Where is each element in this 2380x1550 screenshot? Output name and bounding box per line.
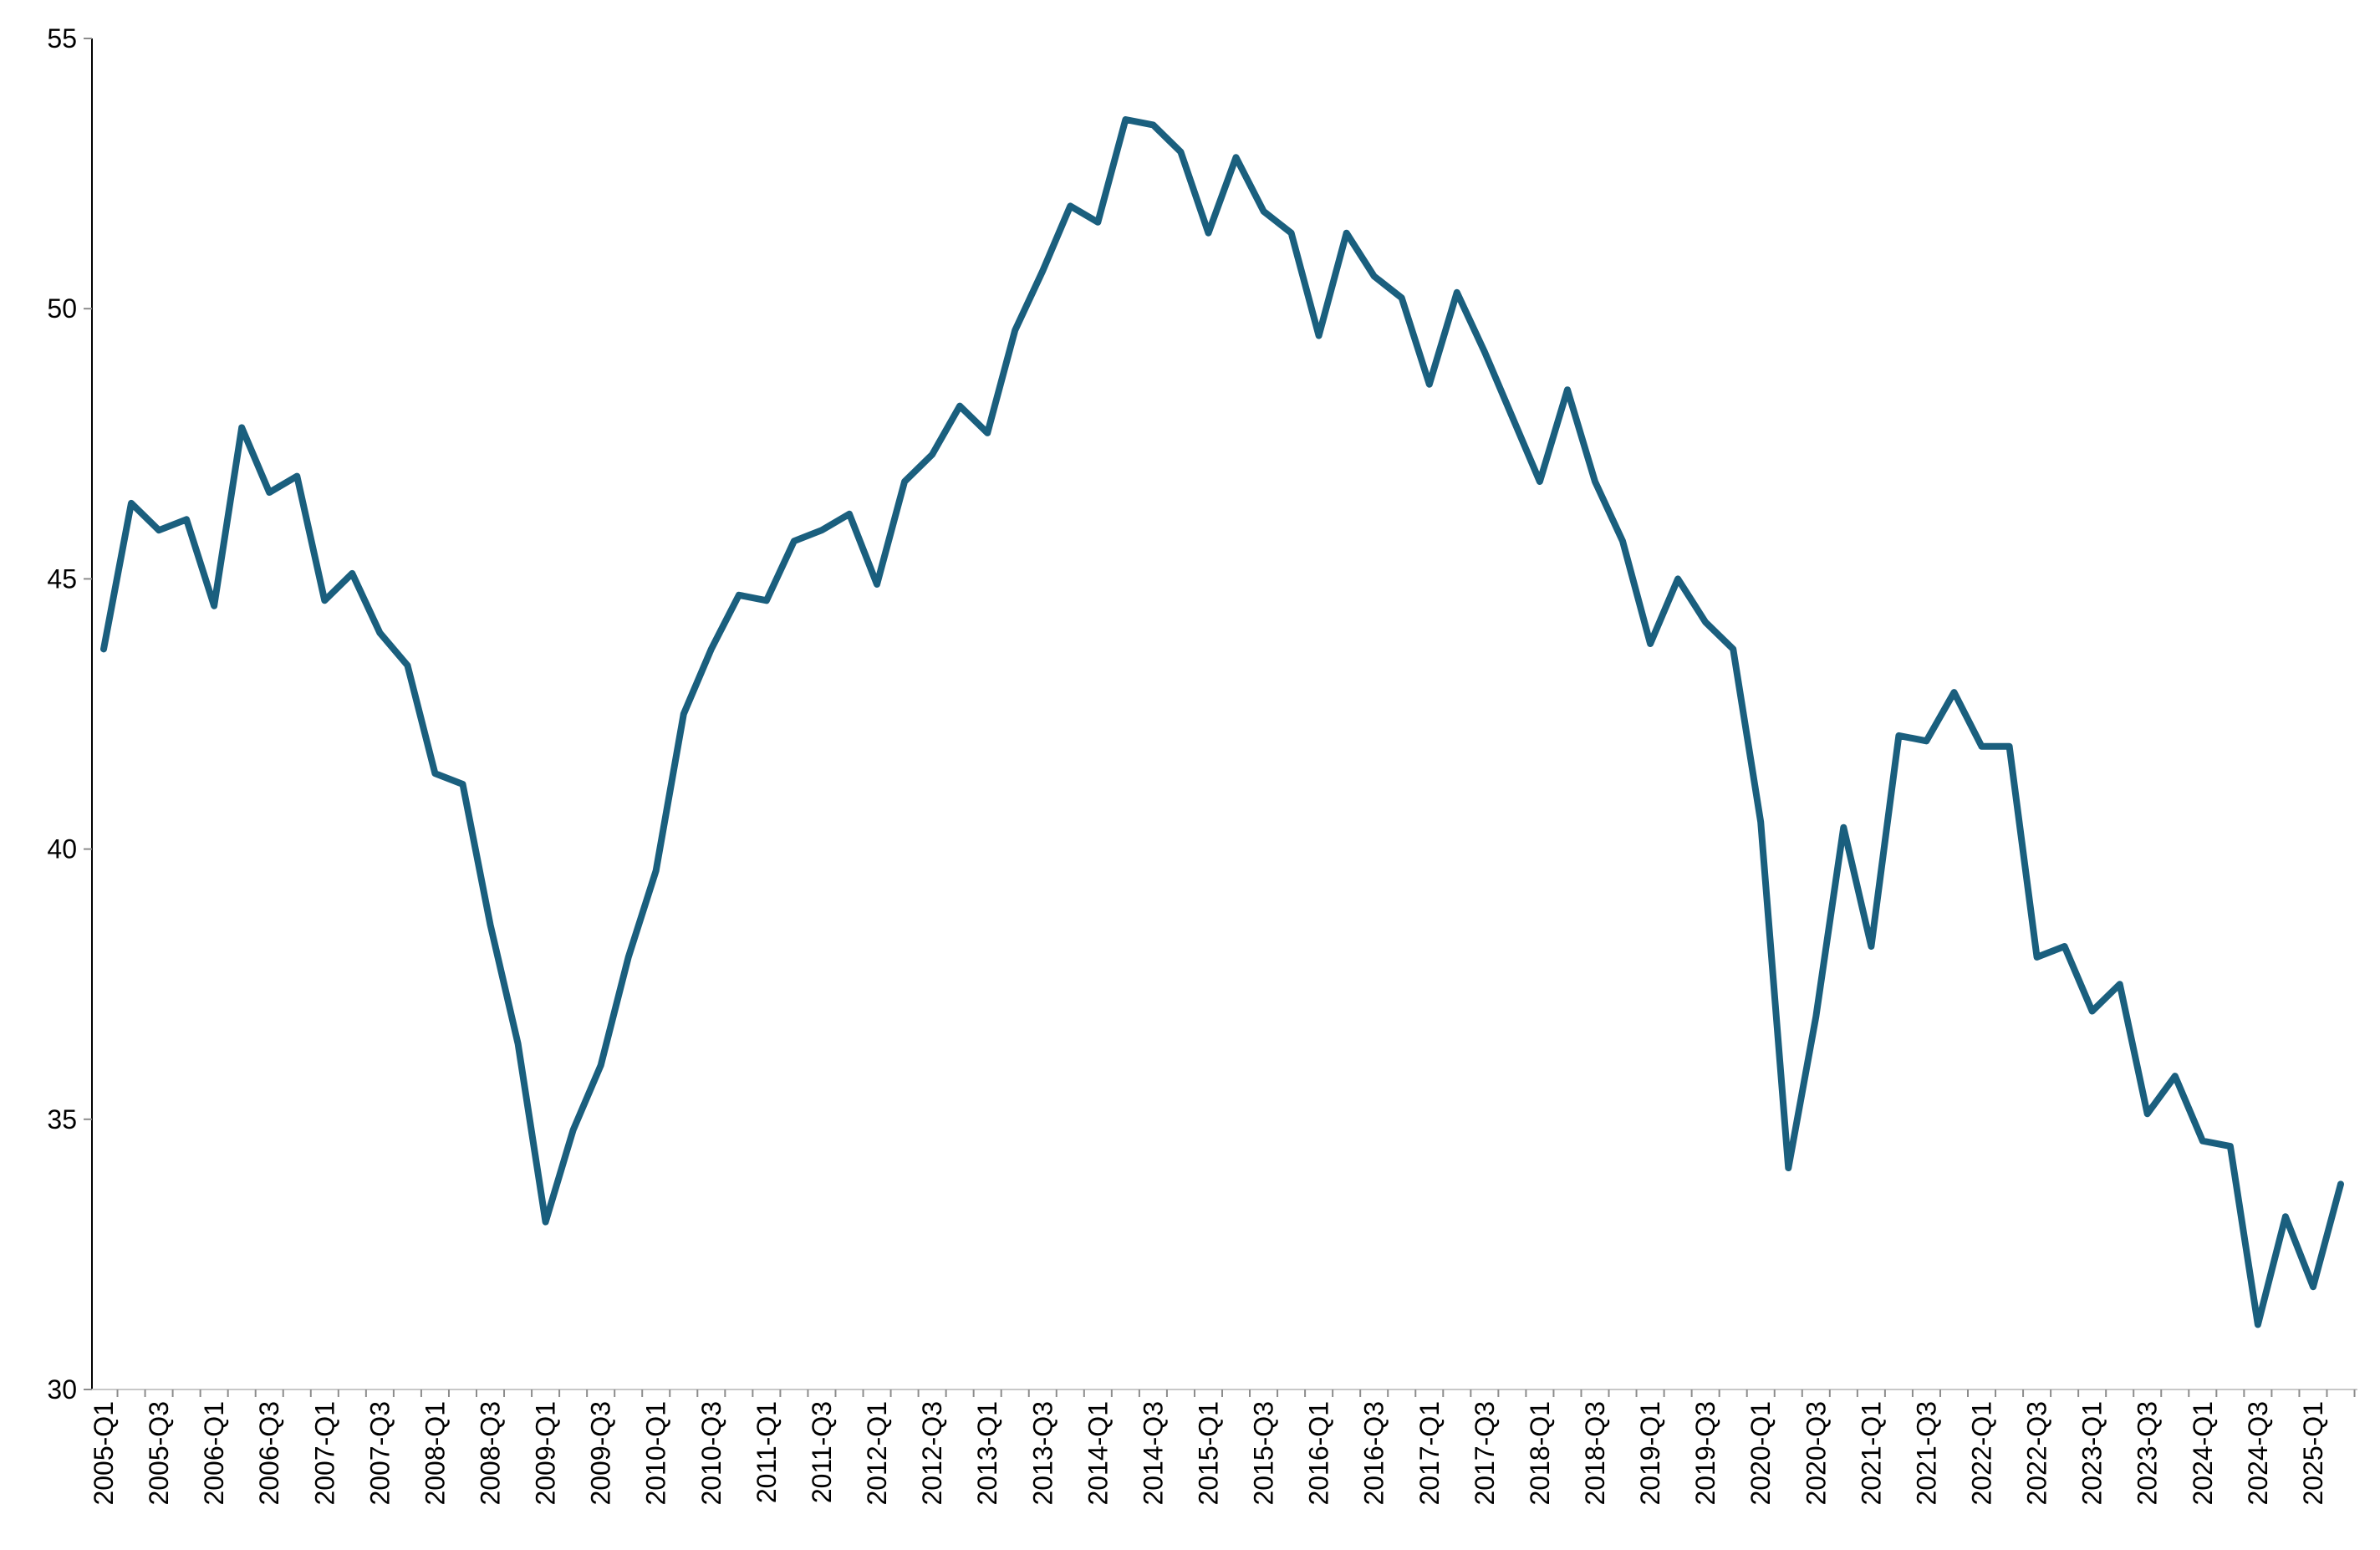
- series-layer: [100, 116, 2344, 1328]
- y-tick-label: 45: [47, 563, 77, 594]
- x-tick-label: 2019-Q3: [1690, 1401, 1720, 1506]
- x-tick-label: 2011-Q3: [807, 1401, 837, 1503]
- x-tick-label: 2008-Q1: [420, 1401, 450, 1506]
- x-tick-label: 2020-Q1: [1746, 1401, 1776, 1506]
- x-tick-label: 2013-Q3: [1027, 1401, 1057, 1506]
- x-tick-label: 2015-Q1: [1193, 1401, 1223, 1506]
- x-tick-label: 2018-Q3: [1580, 1401, 1610, 1506]
- y-axis: 30 35 40 45 50 55: [47, 23, 93, 1405]
- x-tick-label: 2014-Q3: [1138, 1401, 1168, 1506]
- x-tick-label: 2016-Q3: [1359, 1401, 1389, 1506]
- x-tick-label: 2007-Q3: [364, 1401, 395, 1506]
- x-tick-label: 2018-Q1: [1525, 1401, 1555, 1506]
- x-tick-label: 2019-Q1: [1635, 1401, 1665, 1506]
- x-tick-label: 2005-Q1: [89, 1401, 119, 1506]
- y-tick-label: 35: [47, 1104, 77, 1134]
- x-tick-label: 2014-Q1: [1083, 1401, 1113, 1506]
- x-tick-label: 2012-Q1: [862, 1401, 892, 1506]
- x-tick-label: 2017-Q1: [1414, 1401, 1445, 1506]
- x-tick-label: 2009-Q3: [586, 1401, 616, 1506]
- x-tick-label: 2022-Q3: [2022, 1401, 2052, 1506]
- x-tick-label: 2008-Q3: [476, 1401, 506, 1506]
- x-axis: 2005-Q1 2005-Q3 2006-Q1 2006-Q3 2007-Q1 2007-…: [89, 1389, 2357, 1506]
- y-tick-label: 50: [47, 293, 77, 324]
- x-tick-label: 2006-Q3: [254, 1401, 284, 1506]
- x-tick-label: 2005-Q3: [144, 1401, 174, 1506]
- x-tick-label: 2010-Q1: [641, 1401, 671, 1506]
- y-tick-label: 55: [47, 23, 77, 54]
- x-tick-label: 2021-Q1: [1856, 1401, 1886, 1506]
- x-tick-label: 2015-Q3: [1249, 1401, 1279, 1506]
- x-tick-label: 2006-Q1: [199, 1401, 229, 1506]
- x-tick-label: 2011-Q1: [752, 1401, 782, 1503]
- series-line: [100, 116, 2344, 1328]
- x-tick-label: 2022-Q1: [1967, 1401, 1997, 1506]
- x-tick-label: 2020-Q3: [1801, 1401, 1831, 1506]
- x-tick-label: 2023-Q3: [2133, 1401, 2163, 1506]
- x-tick-label: 2017-Q3: [1470, 1401, 1500, 1506]
- y-tick-label: 30: [47, 1374, 77, 1405]
- x-tick-label: 2009-Q1: [531, 1401, 561, 1506]
- x-tick-label: 2010-Q3: [696, 1401, 726, 1506]
- x-tick-label: 2012-Q3: [917, 1401, 947, 1506]
- y-tick-label: 40: [47, 834, 77, 864]
- x-tick-label: 2007-Q1: [309, 1401, 339, 1506]
- x-tick-label: 2016-Q1: [1304, 1401, 1334, 1506]
- x-tick-label: 2013-Q1: [972, 1401, 1002, 1506]
- x-tick-label: 2025-Q1: [2298, 1401, 2328, 1506]
- x-tick-label: 2021-Q3: [1911, 1401, 1941, 1506]
- x-tick-label: 2023-Q1: [2077, 1401, 2107, 1506]
- x-tick-label: 2024-Q1: [2188, 1401, 2218, 1506]
- x-tick-label: 2024-Q3: [2243, 1401, 2273, 1506]
